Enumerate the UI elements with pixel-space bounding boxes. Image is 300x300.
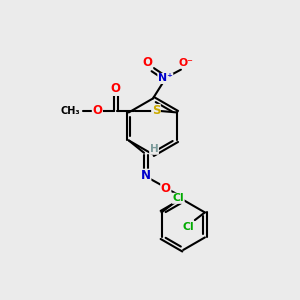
Text: N⁺: N⁺ xyxy=(158,74,173,83)
Text: Cl: Cl xyxy=(172,193,184,203)
Text: O: O xyxy=(142,56,153,69)
Text: H: H xyxy=(150,144,158,154)
Text: S: S xyxy=(152,104,160,118)
Text: Cl: Cl xyxy=(182,222,194,232)
Text: O: O xyxy=(92,104,102,118)
Text: CH₃: CH₃ xyxy=(60,106,80,116)
Text: N: N xyxy=(141,169,151,182)
Text: O: O xyxy=(161,182,171,195)
Text: O: O xyxy=(111,82,121,95)
Text: O⁻: O⁻ xyxy=(179,58,194,68)
